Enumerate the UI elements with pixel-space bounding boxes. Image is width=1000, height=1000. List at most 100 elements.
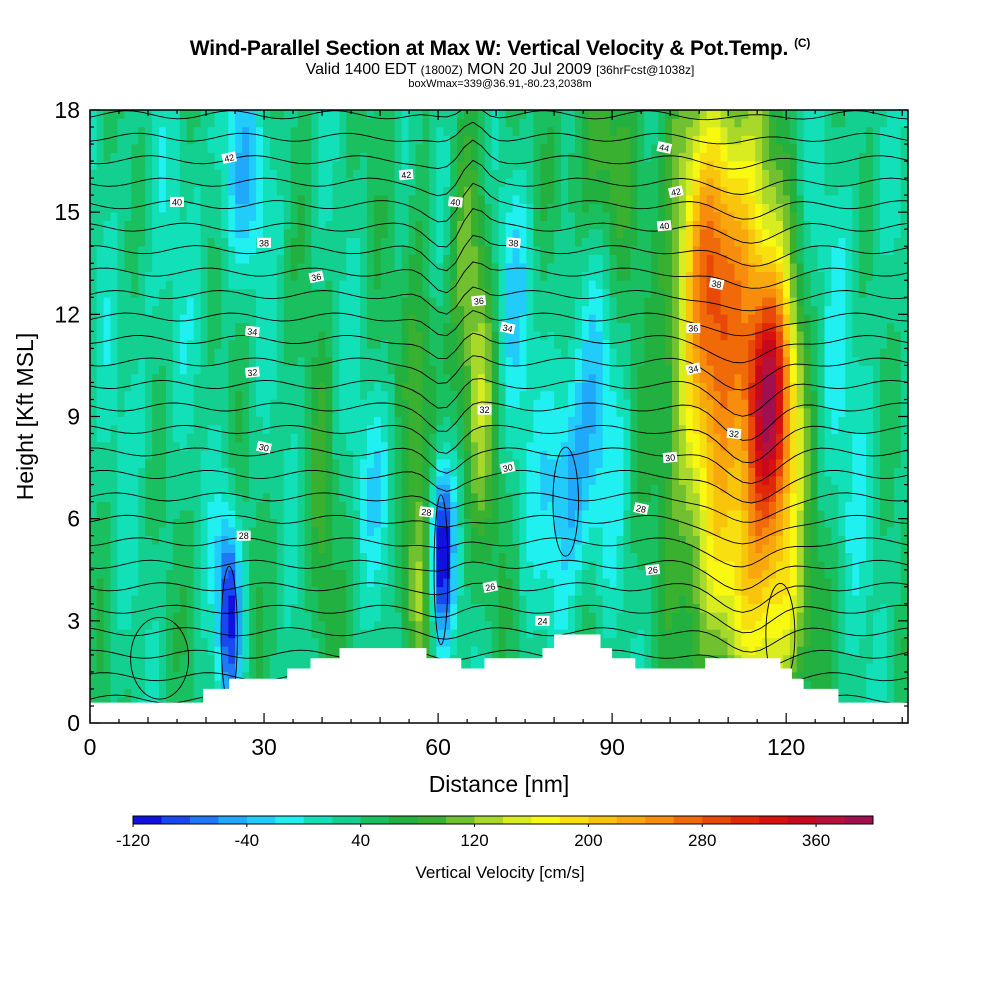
title-text: Wind-Parallel Section at Max W: Vertical…: [189, 37, 789, 60]
contour-label: 28: [633, 502, 649, 515]
contour-label-text: 38: [508, 238, 519, 249]
contour-label-text: 38: [259, 238, 269, 248]
y-tick-label: 12: [54, 301, 80, 327]
theta-contour-line: [90, 355, 908, 391]
contour-label-text: 42: [670, 186, 682, 198]
contour-label: 36: [308, 270, 325, 283]
max-w-info: boxWmax=339@36.91,-80.23,2038m: [408, 78, 592, 90]
contour-label-text: 30: [502, 462, 514, 474]
contour-label: 42: [221, 151, 238, 164]
colorbar-swatch: [446, 816, 475, 824]
theta-contour-line: [90, 447, 908, 485]
velocity-field: [90, 110, 908, 723]
y-tick-label: 15: [54, 199, 80, 225]
valid-time: Valid 1400 EDT: [305, 61, 417, 78]
copyright-mark: (C): [794, 36, 811, 50]
contour-label: 26: [482, 580, 499, 593]
contour-label: 36: [471, 294, 487, 307]
colorbar-swatch: [787, 816, 817, 824]
contour-label-text: 38: [711, 278, 723, 290]
x-tick-label: 0: [84, 734, 97, 760]
contour-label-text: 36: [688, 324, 698, 334]
theta-contour-line: [90, 582, 908, 613]
y-tick-label: 3: [67, 608, 80, 634]
contour-label-text: 30: [665, 452, 676, 463]
contour-label: 40: [448, 196, 463, 208]
x-tick-label: 60: [425, 734, 451, 760]
colorbar-tick-label: 200: [574, 831, 602, 850]
contour-label-text: 40: [172, 197, 182, 207]
colorbar-swatch: [218, 816, 248, 824]
contour-label: 28: [419, 506, 434, 518]
colorbar-swatch: [246, 816, 276, 824]
contour-label-text: 28: [635, 503, 647, 515]
colorbar-swatch: [730, 816, 760, 824]
y-tick-label: 18: [54, 97, 80, 123]
colorbar-swatch: [275, 816, 305, 824]
contour-label: 30: [662, 451, 678, 463]
theta-contour-loop: [433, 494, 449, 646]
contour-label: 34: [685, 362, 702, 375]
contour-label: 34: [499, 321, 516, 335]
colorbar-swatch: [559, 816, 589, 824]
theta-contour-line: [90, 159, 908, 197]
theta-contour-line: [90, 514, 908, 545]
colorbar-swatch: [133, 816, 162, 824]
contour-label-text: 40: [450, 197, 461, 208]
theta-contour-line: [90, 286, 908, 315]
chart-subtitle: Valid 1400 EDT (1800Z) MON 20 Jul 2009 […: [0, 61, 1000, 79]
theta-contour-line: [90, 121, 908, 145]
contour-label-text: 32: [479, 405, 489, 415]
colorbar-tick-label: -120: [116, 831, 150, 850]
colorbar-swatch: [588, 816, 618, 824]
contour-label-text: 34: [247, 326, 258, 337]
theta-contour-line: [90, 234, 908, 272]
theta-contour-line: [90, 627, 908, 653]
colorbar-swatch: [189, 816, 219, 824]
colorbar-tick-label: 120: [460, 831, 488, 850]
colorbar-swatch: [702, 816, 732, 824]
colorbar-swatch: [303, 816, 333, 824]
contour-label-text: 34: [502, 323, 514, 335]
colorbar-swatch: [503, 816, 532, 824]
theta-contour-line: [90, 332, 908, 364]
colorbar-swatch: [332, 816, 362, 824]
terrain-mask: [90, 634, 908, 723]
y-tick-label: 6: [67, 506, 80, 532]
contour-label-text: 34: [687, 363, 699, 375]
contour-label-text: 36: [310, 271, 322, 283]
contour-label-text: 24: [537, 616, 547, 626]
theta-contour-line: [90, 401, 908, 441]
contour-label: 34: [244, 325, 260, 337]
contour-label-text: 32: [728, 429, 739, 440]
contour-label-text: 28: [239, 531, 249, 541]
chart-title: Wind-Parallel Section at Max W: Vertical…: [0, 36, 1000, 61]
y-tick-label: 9: [67, 404, 80, 430]
contour-label: 28: [236, 530, 251, 541]
valid-date: MON 20 Jul 2009: [467, 61, 592, 78]
theta-contour-loop: [130, 616, 190, 700]
colorbar-label: Vertical Velocity [cm/s]: [415, 863, 585, 882]
theta-contour-line: [90, 378, 908, 417]
contour-label: 38: [506, 237, 521, 249]
x-tick-label: 120: [767, 734, 805, 760]
theta-contour-line: [90, 469, 908, 504]
colorbar-swatch: [759, 816, 789, 824]
theta-contour-line: [90, 559, 908, 591]
contour-label-text: 36: [473, 296, 484, 307]
colorbar-tick-label: 280: [688, 831, 716, 850]
colorbar-frame: [132, 815, 874, 825]
contour-label: 38: [257, 237, 271, 248]
theta-contour-line: [90, 110, 908, 121]
colorbar-swatch: [161, 816, 191, 824]
theta-contour-line: [90, 537, 908, 568]
contour-label-text: 44: [658, 142, 670, 154]
colorbar-swatch: [616, 816, 646, 824]
theta-contour-line: [90, 492, 908, 523]
forecast-info: [36hrFcst@1038z]: [596, 63, 695, 77]
contour-label-text: 28: [421, 507, 432, 518]
contour-label-text: 26: [484, 581, 496, 593]
axes-ticks: [89, 109, 908, 724]
contour-label: 24: [535, 615, 550, 626]
theta-contour-line: [90, 309, 908, 337]
